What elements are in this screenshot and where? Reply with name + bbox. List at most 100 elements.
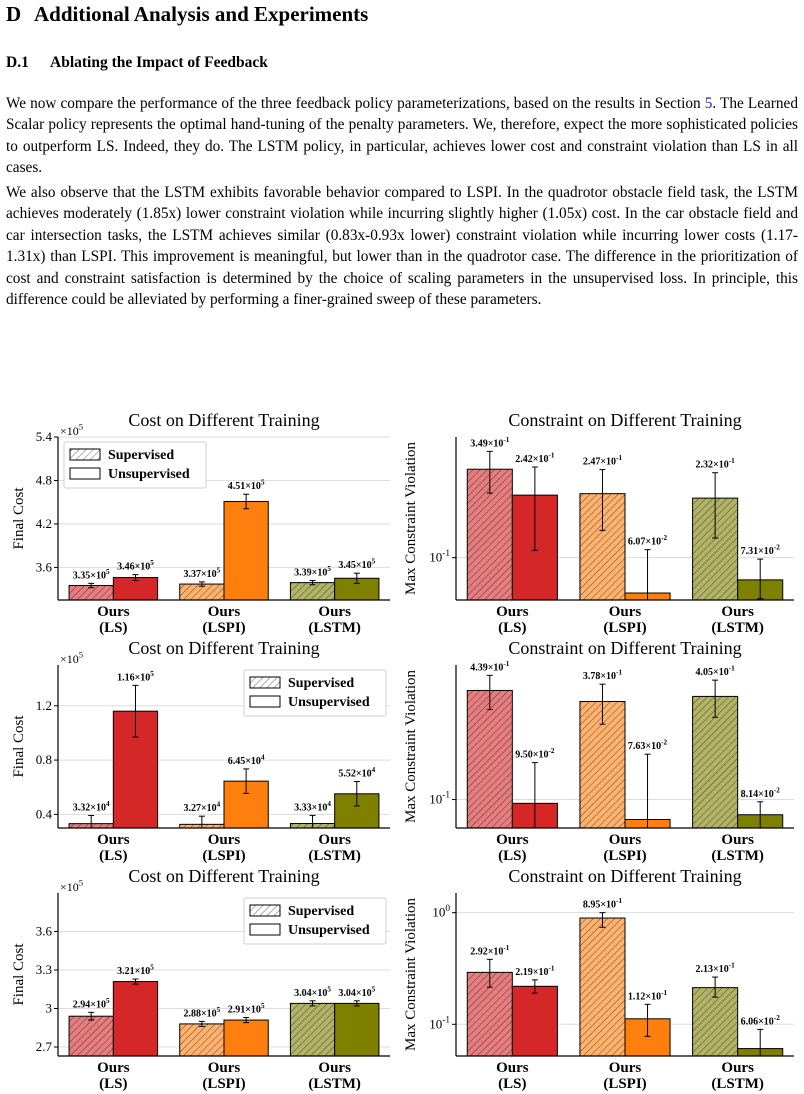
data-label: 2.32×10-1 — [696, 457, 736, 471]
bar-unsupervised — [112, 981, 159, 1057]
legend-label: Unsupervised — [288, 695, 370, 710]
legend-label: Supervised — [288, 904, 354, 919]
data-label: 2.91×105 — [228, 1002, 265, 1016]
bar-supervised-hatch — [179, 1023, 225, 1057]
data-label: 3.45×105 — [338, 558, 375, 572]
chart-title: Cost on Different Training — [128, 410, 319, 430]
x-tick-label: Ours — [496, 1060, 529, 1076]
legend-swatch-unsupervised — [69, 467, 101, 480]
constraint-chart-2: Constraint on Different Training Max Cons… — [403, 638, 794, 864]
legend-swatch-unsupervised — [249, 923, 281, 936]
bar-unsupervised — [334, 1002, 380, 1057]
x-tick-label-sub: (LSTM) — [308, 620, 361, 636]
bar-unsupervised — [511, 985, 558, 1057]
x-tick-label: Ours — [97, 1060, 130, 1076]
y-tick-label: 10-1 — [429, 549, 450, 565]
data-label: 3.35×105 — [73, 568, 110, 582]
x-tick-label: Ours — [721, 832, 754, 848]
x-tick-label-sub: (LSTM) — [711, 620, 764, 636]
x-tick-label: Ours — [721, 1060, 754, 1076]
y-axis-label: Max Constraint Violation — [403, 442, 419, 595]
x-tick-label: Ours — [318, 604, 351, 620]
data-label: 3.32×104 — [73, 800, 110, 814]
data-label: 3.78×10-1 — [583, 669, 623, 683]
y-axis-label: Max Constraint Violation — [403, 670, 419, 823]
x-tick-label: Ours — [97, 604, 130, 620]
x-tick-label-sub: (LSPI) — [202, 620, 245, 636]
x-tick-label: Ours — [609, 1060, 642, 1076]
data-label: 6.06×10-2 — [741, 1014, 781, 1028]
x-tick-label-sub: (LS) — [498, 848, 526, 864]
section-reference-link[interactable]: 5 — [704, 95, 713, 112]
bar-unsupervised — [223, 500, 269, 601]
y-axis-multiplier: ×105 — [60, 422, 83, 438]
constraint-chart-3: Constraint on Different Training Max Cons… — [403, 866, 794, 1092]
y-tick-label: 10-1 — [429, 1015, 450, 1031]
data-label: 6.07×10-2 — [628, 534, 668, 548]
x-tick-label-sub: (LS) — [99, 620, 127, 636]
x-tick-label-sub: (LS) — [498, 620, 526, 636]
legend-label: Supervised — [288, 676, 354, 691]
subsection-number: D.1 — [6, 54, 29, 71]
chart-title: Cost on Different Training — [128, 866, 319, 886]
chart-title: Cost on Different Training — [128, 638, 319, 658]
y-tick-label: 1.2 — [36, 698, 52, 713]
data-label: 9.50×10-2 — [515, 747, 555, 761]
data-label: 3.04×105 — [338, 985, 375, 999]
y-axis-label: Final Cost — [11, 943, 27, 1006]
x-tick-label-sub: (LSPI) — [202, 1076, 245, 1092]
subsection-title-text: Ablating the Impact of Feedback — [50, 54, 268, 71]
cost-chart-3: Cost on Different Training Final Cost ×105… — [11, 866, 390, 1092]
x-tick-label-sub: (LS) — [498, 1076, 526, 1092]
y-tick-label: 3.6 — [36, 924, 53, 939]
x-tick-label: Ours — [609, 604, 642, 620]
data-label: 4.39×10-1 — [470, 660, 510, 674]
data-label: 2.13×10-1 — [696, 962, 736, 976]
y-tick-label: 3.3 — [36, 962, 52, 977]
section-title: D Additional Analysis and Experiments — [6, 2, 368, 27]
data-label: 3.39×105 — [294, 565, 331, 579]
paragraph-2: We also observe that the LSTM exhibits f… — [6, 184, 798, 309]
bar-unsupervised — [223, 1019, 269, 1057]
x-tick-label-sub: (LSTM) — [308, 848, 361, 864]
x-tick-label: Ours — [496, 604, 529, 620]
x-tick-label: Ours — [318, 832, 351, 848]
data-label: 2.88×105 — [183, 1006, 220, 1020]
y-tick-label: 3.6 — [36, 559, 53, 574]
x-tick-label-sub: (LSTM) — [308, 1076, 361, 1092]
x-tick-label-sub: (LSPI) — [603, 848, 646, 864]
section-number: D — [6, 2, 22, 26]
y-axis-multiplier: ×105 — [60, 878, 83, 894]
x-tick-label-sub: (LSPI) — [603, 1076, 646, 1092]
x-tick-label: Ours — [208, 1060, 241, 1076]
cost-chart-2: Cost on Different Training Final Cost ×105… — [11, 638, 390, 864]
data-label: 4.05×10-1 — [696, 665, 736, 679]
cost-chart-1: Cost on Different Training Final Cost ×105… — [11, 410, 390, 636]
legend-label: Unsupervised — [108, 467, 190, 482]
data-label: 5.52×104 — [338, 766, 375, 780]
x-tick-label-sub: (LSPI) — [603, 620, 646, 636]
legend-label: Unsupervised — [288, 923, 370, 938]
paragraph-1-text-b: . The Learned Scalar policy represents t… — [6, 95, 798, 177]
data-label: 6.45×104 — [228, 753, 265, 767]
y-tick-label: 0.8 — [36, 752, 52, 767]
y-tick-label: 10-1 — [429, 791, 450, 807]
y-axis-label: Final Cost — [11, 487, 27, 550]
data-label: 3.37×105 — [183, 566, 220, 580]
subsection-title: D.1 Ablating the Impact of Feedback — [6, 54, 268, 72]
bar-supervised-hatch — [692, 695, 739, 829]
data-label: 2.94×105 — [73, 997, 110, 1011]
x-tick-label-sub: (LSTM) — [711, 848, 764, 864]
y-tick-label: 3 — [46, 1001, 53, 1016]
data-label: 3.27×104 — [183, 801, 220, 815]
x-tick-label: Ours — [208, 604, 241, 620]
data-label: 2.19×10-1 — [515, 964, 555, 978]
bar-supervised-hatch — [289, 1002, 336, 1057]
y-tick-label: 4.2 — [36, 516, 52, 531]
y-tick-label: 5.4 — [36, 429, 53, 444]
section-title-text: Additional Analysis and Experiments — [34, 2, 369, 26]
data-label: 2.47×10-1 — [583, 454, 623, 468]
x-tick-label: Ours — [609, 832, 642, 848]
y-axis-label: Max Constraint Violation — [403, 898, 419, 1051]
x-tick-label-sub: (LSTM) — [711, 1076, 764, 1092]
